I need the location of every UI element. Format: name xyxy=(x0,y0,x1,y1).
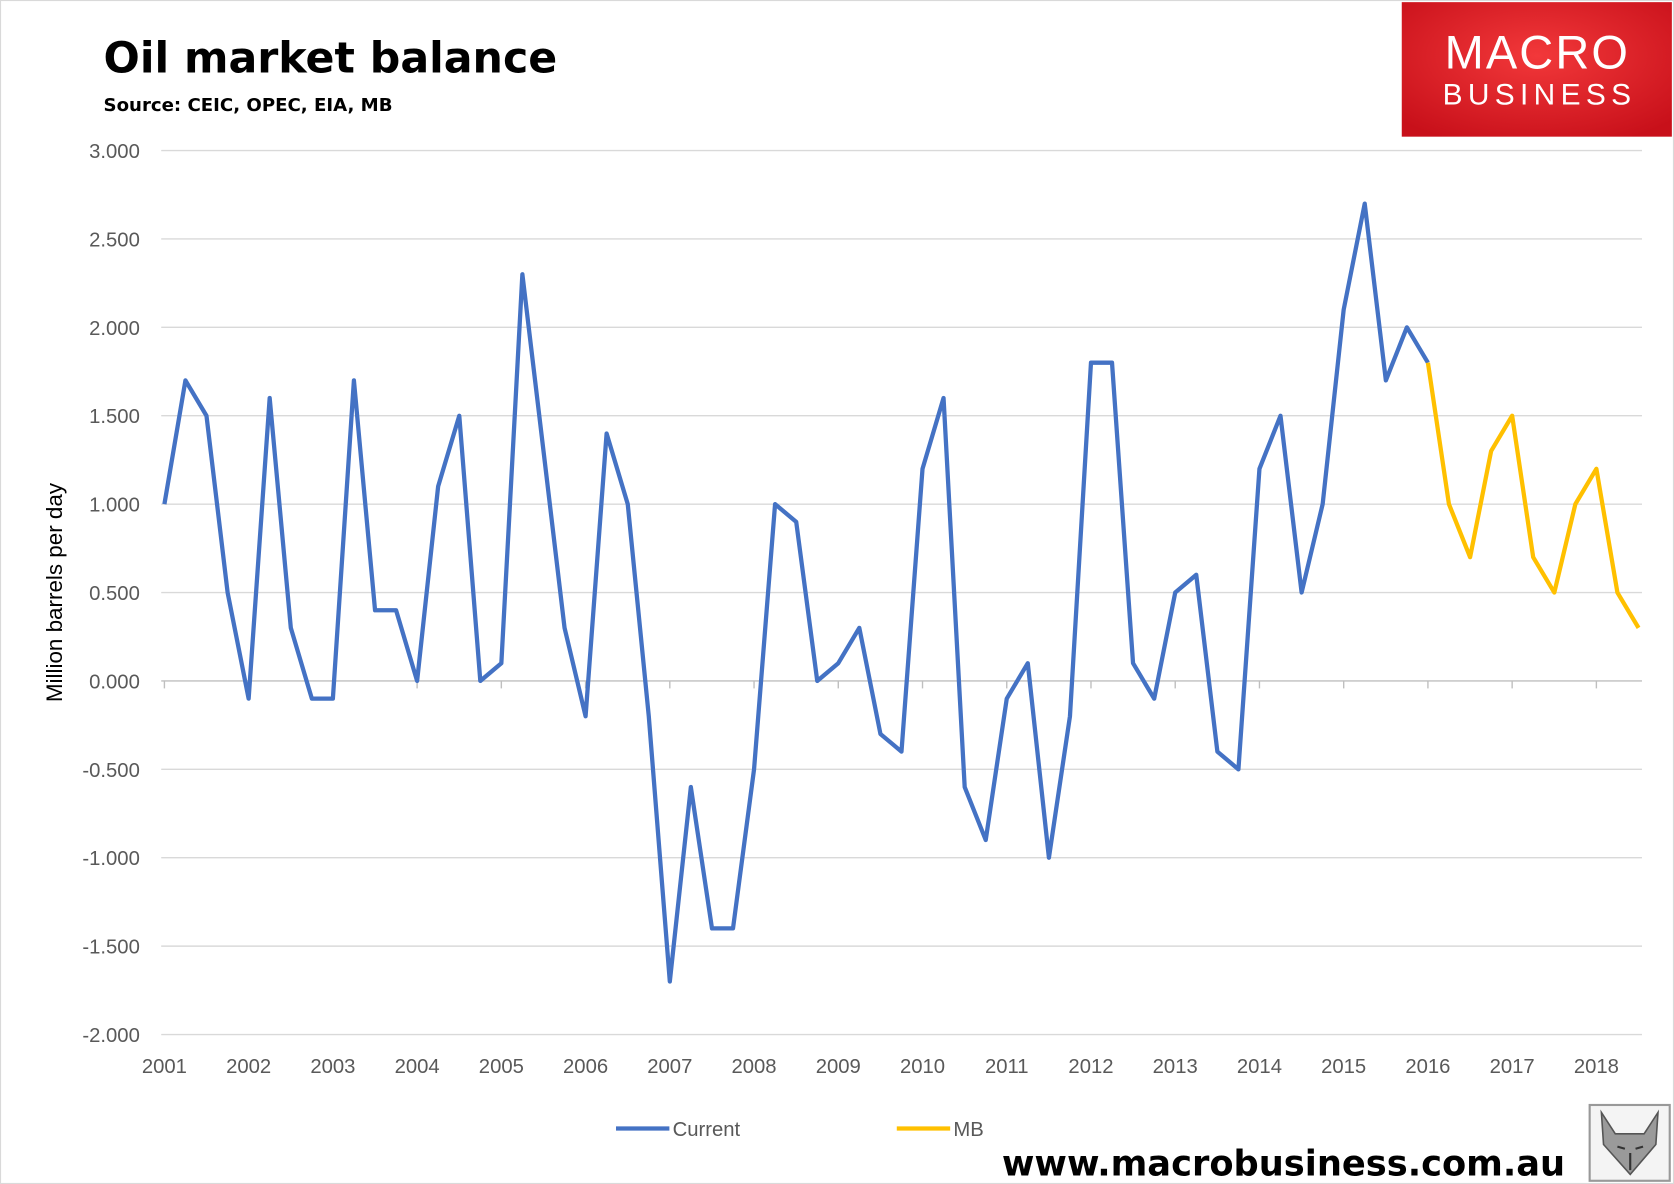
gridlines xyxy=(161,149,1642,1036)
x-tick-label: 2015 xyxy=(1321,1056,1366,1078)
x-tick-label: 2007 xyxy=(647,1056,692,1078)
x-tick-label: 2003 xyxy=(310,1056,355,1078)
legend-label-mb: MB xyxy=(953,1119,983,1141)
x-tick-label: 2013 xyxy=(1153,1056,1198,1078)
series-lines xyxy=(162,201,1641,984)
y-tick-label: 1.500 xyxy=(89,406,140,428)
x-tick-label: 2014 xyxy=(1237,1056,1282,1078)
x-tick-label: 2010 xyxy=(900,1056,945,1078)
legend-label-current: Current xyxy=(673,1119,741,1141)
x-tick-label: 2012 xyxy=(1068,1056,1113,1078)
x-tick-label: 2002 xyxy=(226,1056,271,1078)
x-tick-label: 2011 xyxy=(985,1056,1029,1078)
series-line-mb xyxy=(1425,362,1641,629)
y-tick-label: 2.000 xyxy=(89,318,140,340)
macrobusiness-logo: MACRO BUSINESS xyxy=(1401,2,1672,137)
y-tick-label: -2.000 xyxy=(82,1025,139,1047)
y-tick-label: -0.500 xyxy=(82,760,139,782)
series-line-current xyxy=(162,201,1430,984)
x-axis-ticks: 2001 2002 2003 2004 2005 2006 2007 2008 2009 2010… xyxy=(142,680,1619,1078)
y-tick-label: 0.500 xyxy=(89,583,140,605)
y-tick-label: -1.000 xyxy=(82,848,139,870)
x-tick-label: 2009 xyxy=(816,1056,861,1078)
x-tick-label: 2016 xyxy=(1405,1056,1450,1078)
logo-line1: MACRO xyxy=(1445,25,1631,78)
fox-logo-icon xyxy=(1588,1103,1671,1182)
chart-title: Oil market balance xyxy=(104,34,558,84)
x-tick-label: 2005 xyxy=(479,1056,524,1078)
y-tick-label: 1.000 xyxy=(89,495,140,517)
x-tick-label: 2006 xyxy=(563,1056,608,1078)
x-tick-label: 2004 xyxy=(395,1056,440,1078)
website-url: www.macrobusiness.com.au xyxy=(1002,1143,1565,1184)
x-tick-label: 2008 xyxy=(732,1056,777,1078)
x-tick-label: 2017 xyxy=(1490,1056,1535,1078)
logo-line2: BUSINESS xyxy=(1443,79,1637,112)
y-tick-label: -1.500 xyxy=(82,937,139,959)
x-tick-label: 2018 xyxy=(1574,1056,1619,1078)
chart-subtitle: Source: CEIC, OPEC, EIA, MB xyxy=(104,95,393,116)
y-tick-label: 3.000 xyxy=(89,141,140,163)
y-axis-ticks: 3.000 2.500 2.000 1.500 1.000 0.500 0.000 -0.50… xyxy=(82,141,139,1047)
x-tick-label: 2001 xyxy=(142,1056,187,1078)
y-axis-label: Million barrels per day xyxy=(42,482,67,702)
y-tick-label: 0.000 xyxy=(89,671,140,693)
legend: Current MB xyxy=(616,1119,984,1141)
y-tick-label: 2.500 xyxy=(89,229,140,251)
